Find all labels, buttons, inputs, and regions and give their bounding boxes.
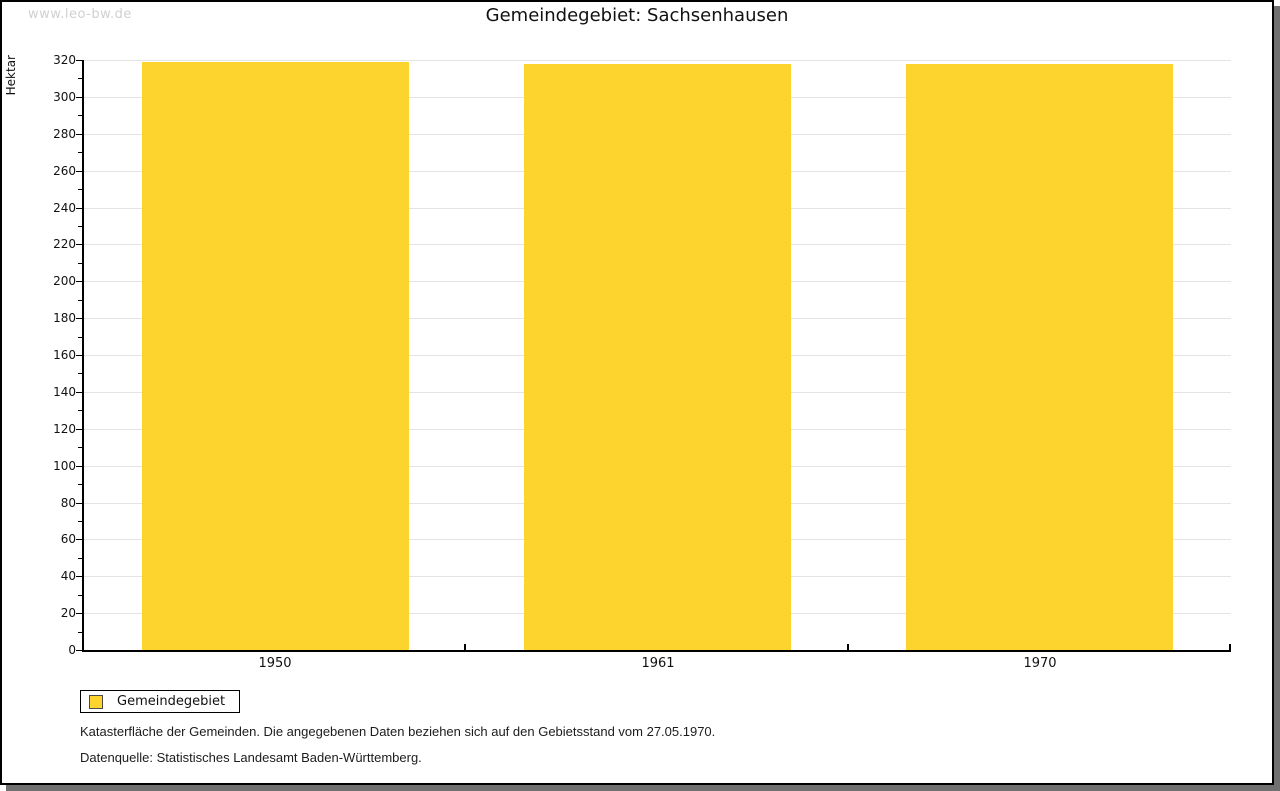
y-minor-tick-310: [78, 78, 82, 79]
y-major-tick-280: [76, 134, 82, 135]
y-minor-tick-70: [78, 521, 82, 522]
y-minor-tick-110: [78, 447, 82, 448]
y-minor-tick-90: [78, 484, 82, 485]
y-major-tick-240: [76, 208, 82, 209]
y-tick-label-240: 240: [53, 201, 76, 215]
y-major-tick-180: [76, 318, 82, 319]
y-major-tick-100: [76, 466, 82, 467]
y-tick-label-0: 0: [68, 643, 76, 657]
y-tick-label-100: 100: [53, 459, 76, 473]
y-major-tick-140: [76, 392, 82, 393]
x-boundary-tick-3: [1229, 644, 1231, 650]
y-tick-label-260: 260: [53, 164, 76, 178]
y-tick-label-20: 20: [60, 606, 76, 620]
footnote-data-description: Katasterfläche der Gemeinden. Die angege…: [80, 724, 716, 739]
chart-title: Gemeindegebiet: Sachsenhausen: [485, 5, 789, 26]
legend: Gemeindegebiet: [80, 690, 241, 713]
y-minor-tick-50: [78, 558, 82, 559]
bar-1961: [524, 64, 791, 650]
y-major-tick-80: [76, 503, 82, 504]
y-major-tick-0: [76, 650, 82, 651]
y-major-tick-200: [76, 281, 82, 282]
y-minor-tick-150: [78, 373, 82, 374]
y-major-tick-20: [76, 613, 82, 614]
y-tick-label-40: 40: [60, 569, 76, 583]
x-tick-label-1950: 1950: [258, 656, 292, 671]
bar-1950: [142, 62, 409, 650]
y-minor-tick-290: [78, 115, 82, 116]
y-minor-tick-190: [78, 300, 82, 301]
y-tick-label-180: 180: [53, 311, 76, 325]
y-major-tick-40: [76, 576, 82, 577]
y-minor-tick-270: [78, 152, 82, 153]
y-tick-label-320: 320: [53, 53, 76, 67]
y-minor-tick-10: [78, 632, 82, 633]
y-major-tick-220: [76, 244, 82, 245]
bar-1970: [906, 64, 1173, 650]
y-major-tick-120: [76, 429, 82, 430]
legend-swatch-gemeindegebiet: [89, 694, 103, 709]
legend-label: Gemeindegebiet: [117, 694, 226, 709]
y-minor-tick-170: [78, 337, 82, 338]
y-tick-label-140: 140: [53, 385, 76, 399]
x-boundary-tick-2: [847, 644, 849, 650]
y-minor-tick-250: [78, 189, 82, 190]
y-minor-tick-230: [78, 226, 82, 227]
y-axis-title-text: Hektar: [4, 55, 18, 96]
y-tick-label-160: 160: [53, 348, 76, 362]
y-major-tick-60: [76, 539, 82, 540]
y-minor-tick-130: [78, 410, 82, 411]
y-minor-tick-210: [78, 263, 82, 264]
y-axis-title: Hektar: [4, 55, 20, 115]
y-axis-line: [82, 60, 84, 652]
y-tick-label-80: 80: [60, 496, 76, 510]
y-tick-label-220: 220: [53, 237, 76, 251]
y-major-tick-300: [76, 97, 82, 98]
x-axis-line: [82, 650, 1231, 652]
y-tick-label-120: 120: [53, 422, 76, 436]
y-major-tick-320: [76, 60, 82, 61]
x-tick-label-1961: 1961: [641, 656, 675, 671]
y-minor-tick-30: [78, 595, 82, 596]
y-tick-label-280: 280: [53, 127, 76, 141]
y-major-tick-260: [76, 171, 82, 172]
y-tick-label-60: 60: [60, 532, 76, 546]
y-tick-label-200: 200: [53, 274, 76, 288]
y-tick-label-300: 300: [53, 90, 76, 104]
watermark: www.leo-bw.de: [28, 7, 132, 22]
x-boundary-tick-1: [464, 644, 466, 650]
footnote-data-source: Datenquelle: Statistisches Landesamt Bad…: [80, 750, 422, 765]
gridline-y-320: [84, 60, 1231, 61]
x-tick-label-1970: 1970: [1023, 656, 1057, 671]
y-major-tick-160: [76, 355, 82, 356]
